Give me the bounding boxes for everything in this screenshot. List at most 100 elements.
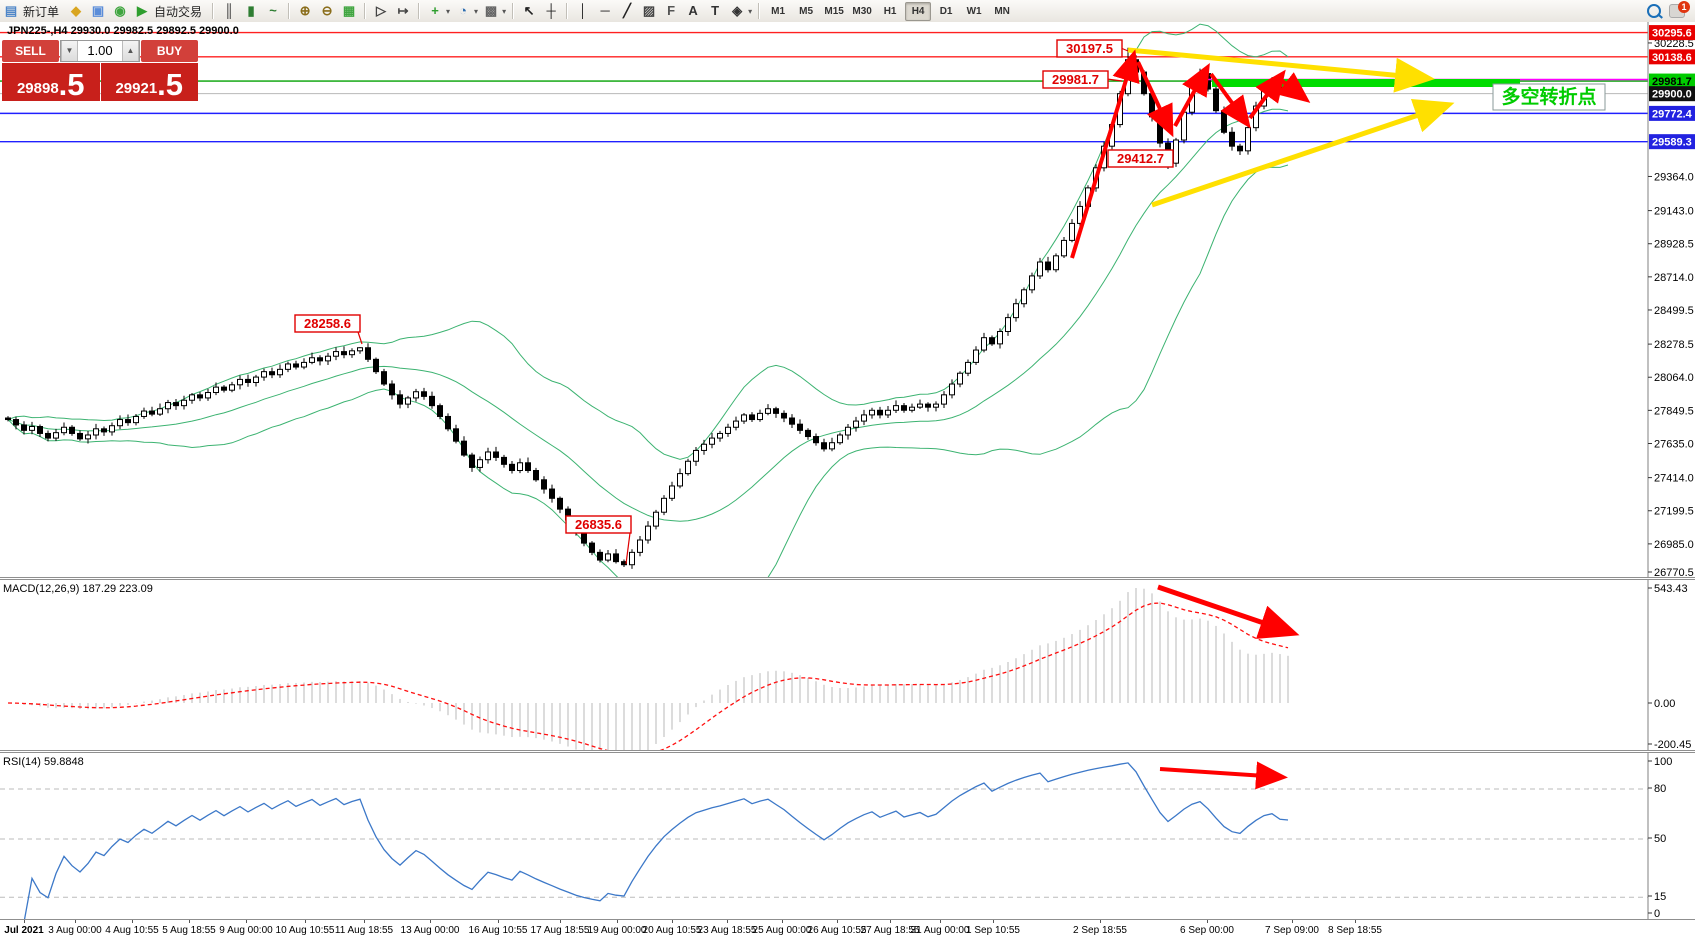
horizontal-line-icon[interactable]: ─ [600,3,610,18]
indicators-icon[interactable]: + [431,3,439,18]
svg-text:26835.6: 26835.6 [575,517,622,532]
sell-price-big: .5 [58,67,85,103]
price-badge [1649,105,1695,121]
macd-indicator-pane[interactable]: 543.43 0.00 -200.45 MACD(12,26,9) 187.29 22… [0,580,1695,751]
price-annotation-label[interactable]: 29412.7 [1107,149,1174,168]
vertical-line-icon[interactable]: │ [579,3,588,18]
fibonacci-icon[interactable]: F [667,3,676,18]
pane-separator[interactable] [0,577,1695,580]
buy-button[interactable]: BUY [141,40,198,62]
sell-price-main: 29898 [16,80,59,97]
timeframe-m15-button[interactable]: M15 [824,5,844,17]
price-tick-label: 28928.5 [1654,239,1694,251]
timeframe-mn-button[interactable]: MN [994,5,1010,17]
templates-icon[interactable]: ▩ [484,3,498,18]
svg-text:30197.5: 30197.5 [1066,41,1113,56]
toolbar-separator [758,3,761,19]
indicators-dropdown-caret[interactable]: ▾ [446,6,451,16]
time-tick [993,920,994,923]
time-label: 13 Aug 00:00 [400,925,460,936]
time-label: 23 Aug 18:55 [697,925,757,936]
templates-dropdown-caret[interactable]: ▾ [502,6,507,16]
timeframe-h4-button[interactable]: H4 [905,1,932,21]
periods-dropdown-caret[interactable]: ▾ [474,6,479,16]
volume-input[interactable] [78,41,122,61]
price-chart-pane[interactable]: 30197.5 29981.7 29412.7 28258.6 26835.6 多空转折点… [0,22,1695,578]
svg-text:15: 15 [1654,891,1666,903]
price-tick-label: 28714.0 [1654,272,1694,284]
svg-text:29900.0: 29900.0 [1652,89,1692,101]
price-tick-label: 28278.5 [1654,339,1694,351]
svg-text:29412.7: 29412.7 [1117,151,1164,166]
search-icon[interactable] [1647,4,1661,18]
text-label-icon[interactable]: T [711,3,720,18]
price-tick-label: 26770.5 [1654,567,1694,578]
auto-trading-label[interactable]: 自动交易 [154,4,203,19]
toolbar-separator [288,3,291,19]
new-order-icon[interactable]: ▤ [4,3,18,18]
bar-chart-icon[interactable]: ║ [224,3,234,18]
line-chart-icon[interactable]: ~ [269,3,277,18]
crosshair-icon[interactable]: ┼ [546,3,556,18]
svg-text:28258.6: 28258.6 [304,316,351,331]
price-annotation-label[interactable]: 26835.6 [565,515,632,565]
notifications-icon[interactable]: 1 [1669,1,1690,18]
auto-scroll-icon[interactable]: ▷ [376,3,387,18]
periods-icon[interactable]: ◔ [459,3,467,18]
volume-increase-button[interactable]: ▲ [122,41,139,61]
zoom-out-icon[interactable]: ⊖ [321,3,333,18]
timeframe-d1-button[interactable]: D1 [939,5,953,17]
equidistant-channel-icon[interactable]: ▨ [642,3,656,18]
svg-text:543.43: 543.43 [1654,583,1688,595]
rsi-indicator-pane[interactable]: 100 80 50 15 0 RSI(14) 59.8848 [0,753,1695,919]
arrows-dropdown-caret[interactable]: ▾ [748,6,753,16]
price-annotation-label[interactable]: 30197.5 [1056,39,1129,58]
zoom-in-icon[interactable]: ⊕ [299,3,311,18]
timeframe-w1-button[interactable]: W1 [966,5,982,17]
new-order-label[interactable]: 新订单 [23,4,60,19]
signals-icon[interactable]: ◉ [114,3,126,18]
time-axis[interactable]: Jul 2021 3 Aug 00:00 4 Aug 10:55 5 Aug 18:5… [0,919,1695,940]
price-annotation-label[interactable]: 28258.6 [294,314,363,345]
volume-decrease-button[interactable]: ▼ [61,41,78,61]
chart-shift-icon[interactable]: ↦ [397,3,409,18]
timeframe-m1-button[interactable]: M1 [771,5,786,17]
time-tick [837,920,838,923]
text-icon[interactable]: A [688,3,698,18]
sell-price[interactable]: 29898 .5 [2,63,100,101]
sell-button[interactable]: SELL [2,40,59,62]
time-tick [24,920,25,923]
trendline-icon[interactable]: ╱ [623,3,631,18]
toolbar-separator [364,3,367,19]
chart-highlight-icon[interactable]: ◆ [71,3,82,18]
time-label: 2 Sep 18:55 [1073,925,1127,936]
svg-text:30295.6: 30295.6 [1652,28,1692,40]
time-tick [305,920,306,923]
note-annotation[interactable]: 多空转折点 [1492,83,1606,111]
auto-trading-icon[interactable]: ▶ [137,3,148,18]
price-tick-label: 27635.0 [1654,438,1694,450]
time-tick [617,920,618,923]
timeframe-m5-button[interactable]: M5 [799,5,814,17]
expert-advisors-icon[interactable]: ▣ [91,3,105,18]
buy-price[interactable]: 29921 .5 [100,63,198,101]
price-annotation-label[interactable]: 29981.7 [1042,70,1123,89]
price-tick-label: 27199.5 [1654,506,1694,518]
candlestick-chart-icon[interactable]: ▮ [247,3,255,18]
time-label: 7 Sep 09:00 [1265,925,1319,936]
price-tick-label: 27414.0 [1654,473,1694,485]
one-click-trading-panel: SELL ▼ ▲ BUY 29898 .5 29921 .5 [2,40,198,101]
price-badge [1649,25,1695,41]
pane-separator[interactable] [0,750,1695,753]
timeframe-m30-button[interactable]: M30 [852,5,872,17]
time-label: 5 Aug 18:55 [162,925,216,936]
svg-text:0.00: 0.00 [1654,698,1675,710]
svg-text:50: 50 [1654,833,1666,845]
arrows-icon[interactable]: ◈ [732,3,743,18]
time-tick [498,920,499,923]
time-label: 17 Aug 18:55 [530,925,590,936]
cursor-icon[interactable]: ↖ [523,3,535,18]
tile-windows-icon[interactable]: ▦ [342,3,356,18]
timeframe-h1-button[interactable]: H1 [883,5,897,17]
time-label: 9 Aug 00:00 [219,925,273,936]
